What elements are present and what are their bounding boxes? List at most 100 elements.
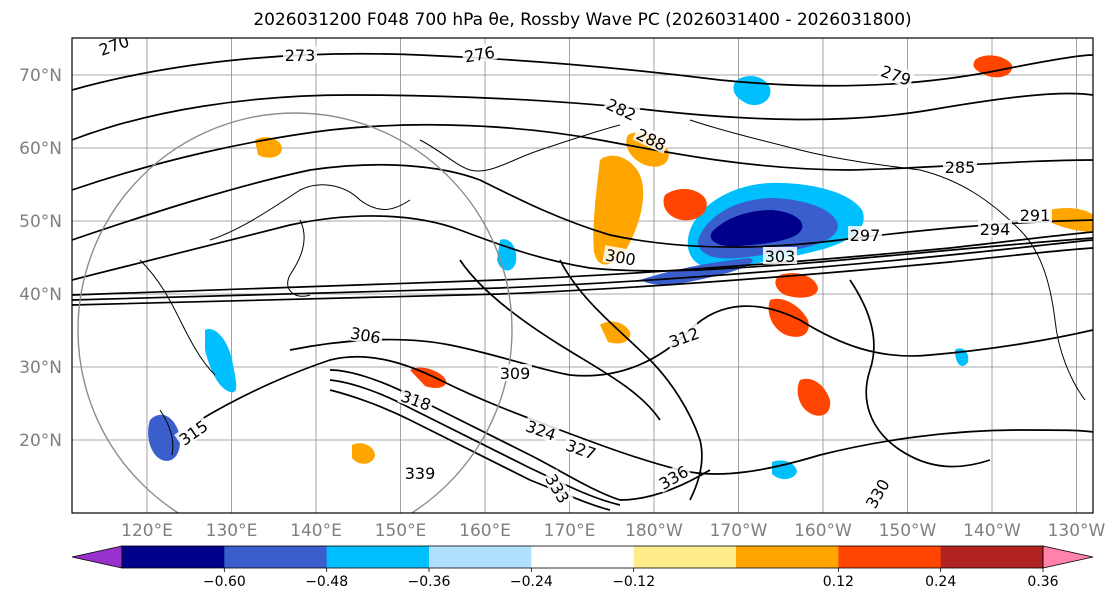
pos-anomaly-tropics	[797, 378, 831, 416]
pos-anomaly-subtropics	[768, 298, 809, 337]
colorbar-tick-label: −0.24	[510, 574, 553, 590]
colorbar-bin	[838, 546, 942, 568]
pos-anomaly-bering-core	[663, 188, 707, 221]
contour-line	[72, 239, 1093, 301]
colorbar-tick-label: 0.24	[925, 574, 956, 590]
colorbar-bin	[736, 546, 839, 568]
svg-text:339: 339	[405, 464, 436, 483]
coast-asia	[209, 184, 411, 241]
neg-anomaly-sea	[205, 329, 237, 393]
contour-label: 303	[763, 247, 797, 266]
contour-label: 339	[403, 464, 437, 483]
svg-text:273: 273	[285, 46, 316, 65]
map-frame	[71, 37, 1094, 514]
lon-tick-label: 140°W	[963, 521, 1021, 541]
pos-anomaly-west-pacific	[410, 367, 447, 388]
contour-label: 309	[498, 364, 532, 383]
pos-anomaly-asia	[255, 137, 282, 158]
lon-tick-label: 160°W	[794, 521, 852, 541]
lon-tick-label: 160°E	[459, 521, 511, 541]
colorbar-tick-label: −0.60	[203, 574, 246, 590]
svg-text:291: 291	[1020, 206, 1051, 225]
pos-anomaly-jet-east	[775, 273, 818, 298]
contour-label: 285	[943, 158, 977, 177]
colorbar-tick-label: −0.48	[305, 574, 348, 590]
latitude-tick-labels: 70°N 60°N 50°N 40°N 30°N 20°N	[19, 66, 62, 451]
contour-line	[72, 215, 1093, 281]
longitude-tick-labels: 120°E 130°E 140°E 150°E 160°E 170°E 180°W 170°W…	[121, 521, 1105, 541]
colorbar-tick-label: 0.36	[1027, 574, 1058, 590]
lat-tick-label: 40°N	[19, 285, 62, 305]
contour-label: 273	[283, 46, 317, 65]
contour-line	[199, 356, 1093, 475]
contour-line	[72, 231, 1093, 296]
coast-china	[139, 259, 216, 376]
svg-text:285: 285	[945, 158, 976, 177]
contour-label: 279	[877, 60, 916, 90]
lon-tick-label: 130°W	[1048, 521, 1105, 541]
lat-tick-label: 70°N	[19, 66, 62, 86]
contour-label: 333	[541, 469, 574, 508]
colorbar-bin	[633, 546, 737, 568]
lon-tick-label: 150°W	[879, 521, 937, 541]
contour-line	[72, 247, 1093, 306]
graticule	[72, 38, 1093, 513]
colorbar-tick-label: −0.12	[612, 574, 655, 590]
pc-shading	[148, 55, 1093, 480]
colorbar-extend-min	[71, 545, 123, 569]
contour-line	[72, 123, 1093, 191]
contour-line	[559, 259, 703, 501]
lon-tick-label: 130°E	[206, 521, 258, 541]
svg-text:297: 297	[850, 226, 881, 245]
contour-line	[849, 279, 991, 468]
contour-line	[72, 163, 1093, 248]
lat-tick-label: 30°N	[19, 358, 62, 378]
coast-philippines	[159, 409, 174, 456]
lon-tick-label: 150°E	[375, 521, 427, 541]
colorbar: −0.60−0.48−0.36−0.24−0.120.120.240.360.4…	[71, 545, 1094, 590]
contour-line	[329, 379, 621, 506]
colorbar-bin	[531, 546, 635, 568]
lat-tick-label: 20°N	[19, 431, 62, 451]
lat-tick-label: 50°N	[19, 212, 62, 232]
colorbar-tick-label: −0.36	[408, 574, 451, 590]
pos-anomaly-south-china	[352, 443, 375, 464]
contour-label: 297	[848, 226, 882, 245]
colorbar-bin	[940, 546, 1044, 568]
colorbar-frame	[121, 545, 1044, 569]
pos-anomaly-bering	[593, 155, 644, 265]
lon-tick-label: 120°E	[121, 521, 173, 541]
contour-line	[72, 52, 1093, 91]
lon-tick-label: 170°W	[710, 521, 768, 541]
contour-label: 291	[1018, 206, 1052, 225]
neg-anomaly-tropics	[772, 460, 797, 480]
pos-anomaly-north-pacific	[600, 321, 631, 344]
contour-label: 294	[978, 220, 1012, 239]
coastlines	[139, 119, 1086, 456]
colorbar-extend-max	[1042, 545, 1094, 569]
coast-north-america	[689, 119, 1086, 401]
lon-tick-label: 140°E	[290, 521, 342, 541]
colorbar-bin	[224, 546, 328, 568]
figure-title: 2026031200 F048 700 hPa θe, Rossby Wave …	[253, 10, 912, 30]
region-circle	[77, 112, 513, 513]
colorbar-tick-label: 0.12	[823, 574, 854, 590]
svg-text:294: 294	[980, 220, 1011, 239]
svg-text:303: 303	[765, 247, 796, 266]
svg-text:309: 309	[500, 364, 531, 383]
colorbar-bin	[122, 546, 225, 568]
contour-line	[329, 369, 711, 501]
neg-anomaly-philippines	[148, 414, 181, 461]
lon-tick-label: 180°W	[625, 521, 683, 541]
contour-line	[459, 259, 661, 421]
lat-tick-label: 60°N	[19, 139, 62, 159]
neg-anomaly-center	[710, 210, 803, 247]
pos-anomaly-arctic-east	[973, 55, 1013, 78]
colorbar-bin	[429, 546, 532, 568]
lon-tick-label: 170°E	[544, 521, 596, 541]
colorbar-bin	[326, 546, 430, 568]
coast-kamchatka	[419, 124, 621, 172]
coast-japan	[287, 219, 311, 297]
